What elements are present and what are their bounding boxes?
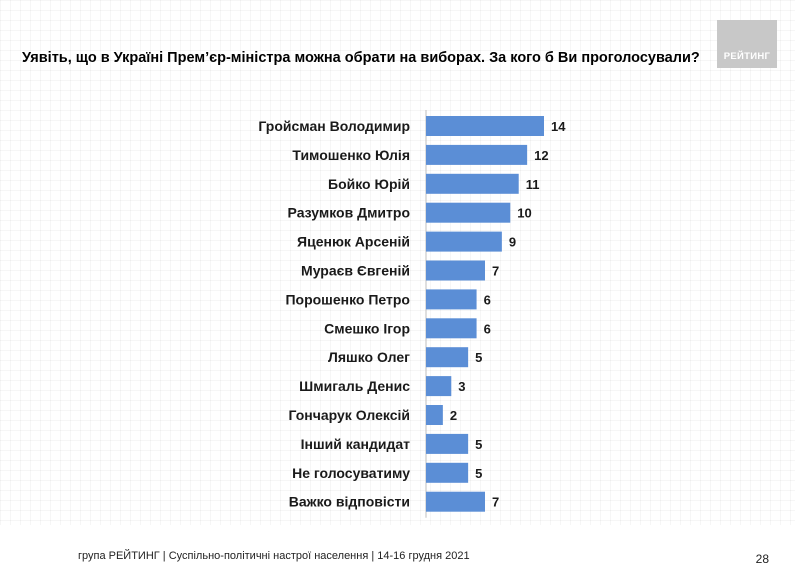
category-label: Гройсман Володимир bbox=[258, 118, 410, 134]
chart-title: Уявіть, що в Україні Прем’єр-міністра мо… bbox=[22, 50, 700, 66]
bar bbox=[426, 491, 485, 512]
category-label: Разумков Дмитро bbox=[288, 205, 410, 221]
category-label: Не голосуватиму bbox=[292, 465, 410, 481]
value-label: 6 bbox=[484, 292, 491, 307]
value-label: 5 bbox=[475, 350, 482, 365]
bar bbox=[426, 405, 443, 425]
value-label: 5 bbox=[475, 466, 482, 481]
value-label: 11 bbox=[526, 177, 540, 192]
category-label: Тимошенко Юлія bbox=[292, 147, 410, 163]
bar bbox=[426, 462, 469, 483]
value-label: 5 bbox=[475, 437, 482, 452]
bar bbox=[426, 347, 469, 368]
background-grid bbox=[0, 0, 795, 525]
bar bbox=[426, 231, 502, 252]
rating-logo: РЕЙТИНГ bbox=[717, 20, 777, 68]
bar bbox=[426, 116, 544, 136]
bar bbox=[426, 173, 519, 194]
value-label: 2 bbox=[450, 408, 457, 423]
category-label: Смешко Ігор bbox=[324, 320, 410, 336]
value-label: 9 bbox=[509, 235, 516, 250]
category-label: Ляшко Олег bbox=[328, 349, 410, 365]
category-label: Яценюк Арсеній bbox=[297, 234, 410, 250]
category-label: Шмигаль Денис bbox=[299, 378, 410, 394]
page-number: 28 bbox=[755, 552, 769, 566]
category-label: Важко відповісти bbox=[289, 494, 410, 510]
value-label: 14 bbox=[551, 119, 566, 134]
value-label: 10 bbox=[517, 206, 531, 221]
category-label: Мураєв Євгеній bbox=[301, 263, 410, 279]
bar bbox=[426, 318, 477, 339]
bar bbox=[426, 260, 485, 281]
value-label: 7 bbox=[492, 495, 499, 510]
category-label: Бойко Юрій bbox=[328, 176, 410, 192]
value-label: 3 bbox=[458, 379, 465, 394]
bar-chart: Гройсман Володимир 14 Тимошенко Юлія 12 Бойк… bbox=[258, 110, 566, 518]
category-label: Інший кандидат bbox=[301, 436, 411, 452]
bar bbox=[426, 376, 452, 397]
value-label: 6 bbox=[484, 321, 491, 336]
logo-text: РЕЙТИНГ bbox=[723, 51, 771, 62]
category-label: Порошенко Петро bbox=[285, 291, 410, 307]
bar bbox=[426, 433, 469, 454]
footer-text: група РЕЙТИНГ | Суспільно-політичні наст… bbox=[78, 550, 470, 562]
value-label: 12 bbox=[534, 148, 548, 163]
bar bbox=[426, 289, 477, 310]
value-label: 7 bbox=[492, 264, 499, 279]
bar bbox=[426, 144, 528, 165]
category-label: Гончарук Олексій bbox=[288, 407, 410, 423]
bar bbox=[426, 202, 511, 223]
